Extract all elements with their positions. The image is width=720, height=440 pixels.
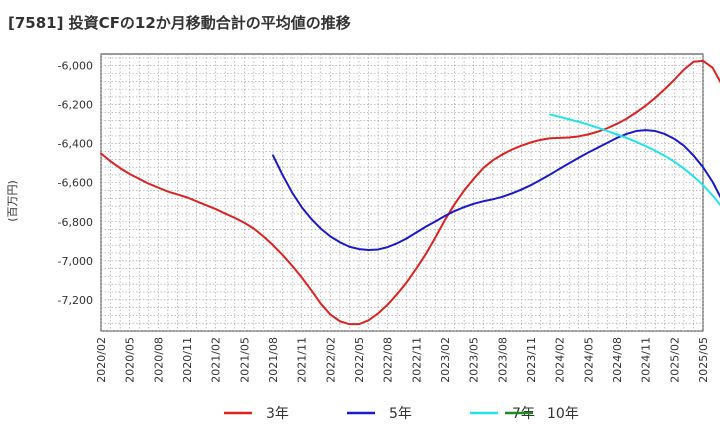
legend: 3年5年7年10年 bbox=[224, 406, 579, 422]
legend-label-1: 3年 bbox=[266, 406, 289, 422]
x-tick-label: 2024/02 bbox=[554, 337, 567, 383]
plot-area bbox=[100, 53, 704, 332]
series-line-1 bbox=[100, 59, 720, 326]
x-tick-label: 2022/05 bbox=[353, 337, 366, 383]
x-tick-label: 2021/11 bbox=[296, 337, 309, 383]
series-lines bbox=[100, 59, 720, 326]
y-tick-label: -7,000 bbox=[58, 255, 93, 268]
x-tick-label: 2023/05 bbox=[468, 337, 481, 383]
x-tick-label: 2022/11 bbox=[410, 337, 423, 383]
x-tick-label: 2024/05 bbox=[582, 337, 595, 383]
y-tick-label: -7,200 bbox=[58, 294, 93, 307]
x-tick-label: 2024/11 bbox=[640, 337, 653, 383]
x-tick-label: 2025/02 bbox=[668, 337, 681, 383]
legend-label-2: 5年 bbox=[389, 406, 412, 422]
legend-label-4: 10年 bbox=[547, 406, 579, 422]
x-tick-label: 2023/11 bbox=[525, 337, 538, 383]
x-tick-label: 2020/02 bbox=[95, 337, 108, 383]
x-tick-label: 2020/08 bbox=[152, 337, 165, 383]
x-tick-label: 2022/08 bbox=[382, 337, 395, 383]
x-tick-label: 2020/05 bbox=[124, 337, 137, 383]
x-tick-label: 2024/08 bbox=[611, 337, 624, 383]
y-tick-label: -6,200 bbox=[58, 99, 93, 112]
y-tick-label: -6,600 bbox=[58, 177, 93, 190]
x-tick-label: 2025/05 bbox=[697, 337, 710, 383]
axes: -6,000 -6,200 -6,400 -6,600 -6,800 -7,000 -7,2… bbox=[6, 60, 710, 383]
x-tick-label: 2021/02 bbox=[210, 337, 223, 383]
y-tick-label: -6,800 bbox=[58, 216, 93, 229]
x-tick-label: 2023/08 bbox=[496, 337, 509, 383]
grid bbox=[100, 53, 704, 332]
x-tick-label: 2021/05 bbox=[238, 337, 251, 383]
x-tick-label: 2023/02 bbox=[439, 337, 452, 383]
x-tick-label: 2020/11 bbox=[181, 337, 194, 383]
chart-title: [7581] 投資CFの12か月移動合計の平均値の推移 bbox=[8, 14, 351, 32]
series-line-3 bbox=[549, 113, 720, 207]
series-line-2 bbox=[272, 129, 720, 252]
y-axis-label: (百万円) bbox=[6, 180, 19, 222]
y-tick-label: -6,400 bbox=[58, 138, 93, 151]
x-tick-label: 2022/02 bbox=[324, 337, 337, 383]
y-tick-label: -6,000 bbox=[58, 60, 93, 73]
x-tick-label: 2021/08 bbox=[267, 337, 280, 383]
